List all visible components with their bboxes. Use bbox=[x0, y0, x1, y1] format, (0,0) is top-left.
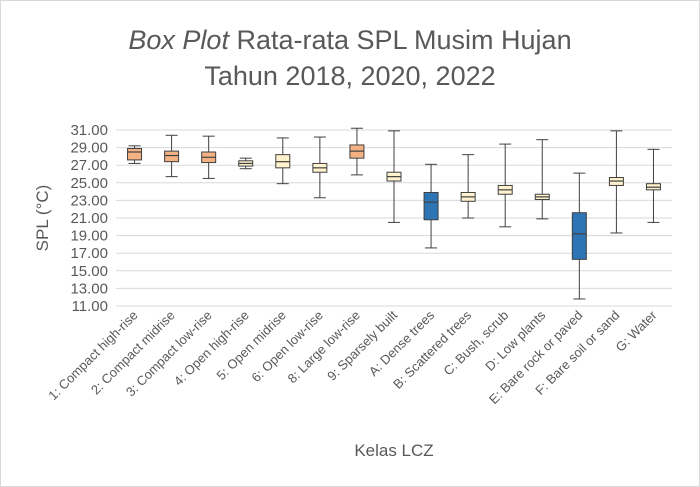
box-5 bbox=[275, 137, 291, 185]
box-11 bbox=[497, 143, 513, 228]
x-axis-title: Kelas LCZ bbox=[354, 441, 433, 460]
box-8 bbox=[386, 130, 402, 223]
chart-title: Box Plot Rata-rata SPL Musim Hujan Tahun… bbox=[0, 22, 700, 94]
y-tick-label: 17.00 bbox=[70, 245, 108, 262]
box-3 bbox=[201, 135, 217, 179]
y-tick-label: 15.00 bbox=[70, 263, 108, 280]
box-14 bbox=[608, 130, 624, 234]
iqr-box bbox=[571, 212, 587, 260]
box-13 bbox=[571, 172, 587, 300]
y-tick-labels: 31.0029.0027.0025.0023.0021.0019.0017.00… bbox=[70, 122, 108, 315]
box-12 bbox=[534, 139, 550, 220]
y-tick-label: 19.00 bbox=[70, 228, 108, 245]
y-tick-label: 13.00 bbox=[70, 280, 108, 297]
box-10 bbox=[460, 154, 476, 219]
box-6 bbox=[312, 136, 328, 199]
y-tick-label: 25.00 bbox=[70, 175, 108, 192]
chart-title-rest: Rata-rata SPL Musim Hujan bbox=[228, 25, 572, 55]
x-category-label: C: Bush, scrub bbox=[440, 308, 511, 379]
box-7 bbox=[349, 127, 365, 176]
box-1 bbox=[127, 145, 143, 164]
box-2 bbox=[164, 134, 180, 178]
box-series bbox=[127, 127, 661, 300]
y-tick-label: 21.00 bbox=[70, 210, 108, 227]
chart-title-line1: Box Plot Rata-rata SPL Musim Hujan bbox=[0, 22, 700, 58]
y-tick-label: 23.00 bbox=[70, 192, 108, 209]
y-tick-label: 11.00 bbox=[72, 298, 108, 315]
y-tick-label: 31.00 bbox=[70, 122, 108, 139]
x-category-label: G: Water bbox=[613, 307, 661, 355]
chart-title-italic: Box Plot bbox=[128, 25, 229, 55]
chart-title-line2: Tahun 2018, 2020, 2022 bbox=[204, 61, 496, 91]
y-tick-label: 27.00 bbox=[70, 157, 108, 174]
box-9 bbox=[423, 163, 439, 249]
iqr-box bbox=[423, 191, 439, 221]
y-tick-label: 29.00 bbox=[70, 140, 108, 157]
iqr-box bbox=[164, 150, 180, 163]
box-15 bbox=[645, 148, 661, 223]
y-axis-title: SPL (°C) bbox=[33, 185, 52, 252]
box-4 bbox=[238, 157, 254, 170]
iqr-box bbox=[127, 147, 143, 161]
